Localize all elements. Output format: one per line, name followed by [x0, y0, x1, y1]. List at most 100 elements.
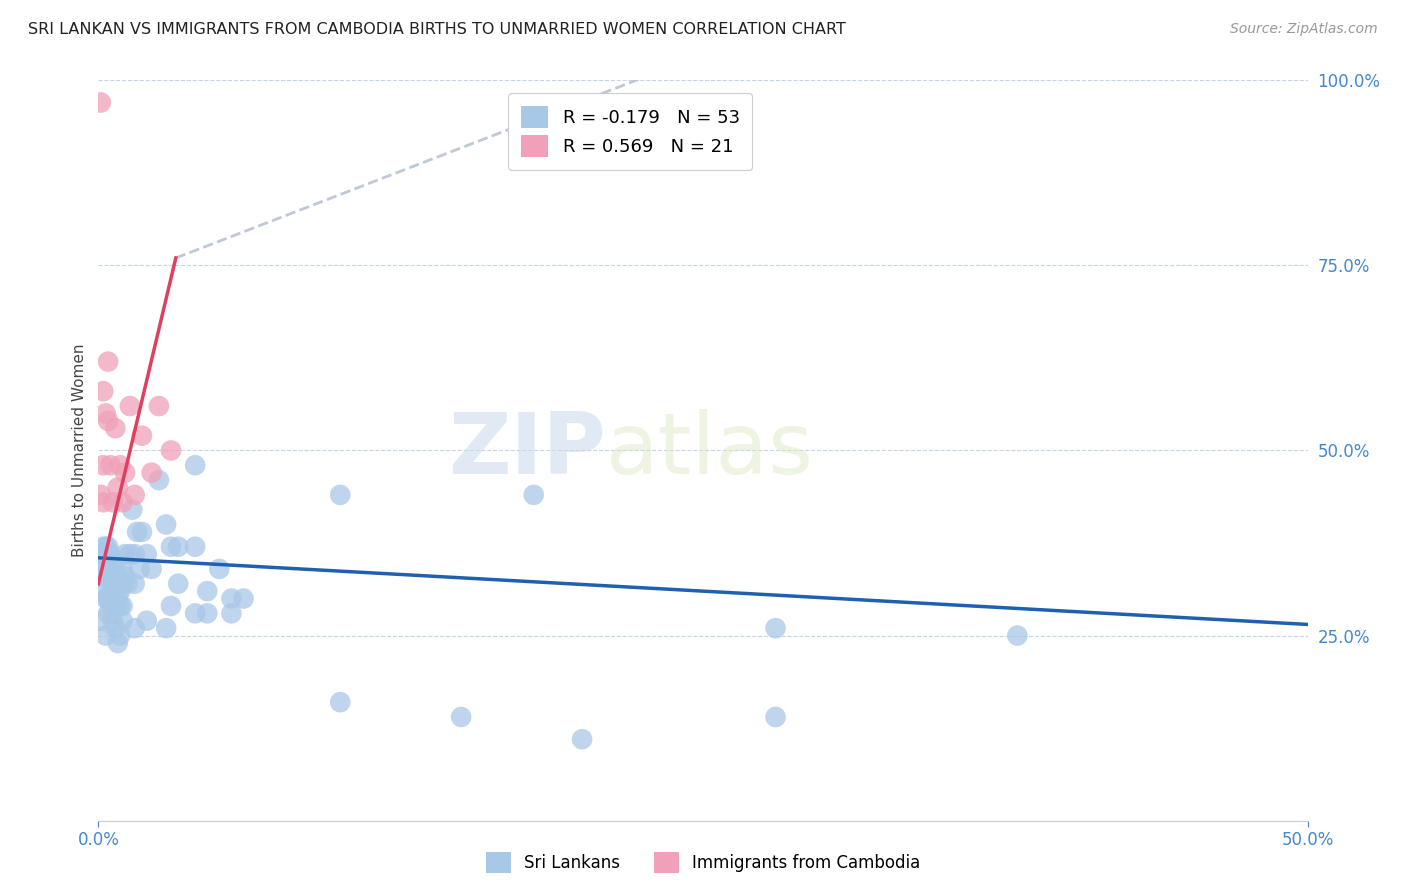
Text: atlas: atlas	[606, 409, 814, 492]
Point	[117, 576, 139, 591]
Point	[107, 569, 129, 583]
Point	[160, 443, 183, 458]
Point	[124, 621, 146, 635]
Point	[135, 614, 157, 628]
Point	[97, 354, 120, 368]
Point	[108, 458, 131, 473]
Legend: Sri Lankans, Immigrants from Cambodia: Sri Lankans, Immigrants from Cambodia	[479, 846, 927, 880]
Point	[104, 555, 127, 569]
Point	[523, 488, 546, 502]
Point	[90, 569, 112, 583]
Point	[160, 599, 183, 613]
Point	[127, 524, 149, 539]
Point	[108, 584, 131, 599]
Point	[90, 95, 112, 110]
Point	[107, 636, 129, 650]
Point	[94, 591, 117, 606]
Point	[91, 562, 114, 576]
Point	[184, 607, 207, 621]
Point	[765, 621, 787, 635]
Text: Source: ZipAtlas.com: Source: ZipAtlas.com	[1230, 22, 1378, 37]
Point	[111, 614, 134, 628]
Point	[101, 495, 124, 509]
Point	[160, 540, 183, 554]
Point	[97, 540, 120, 554]
Point	[100, 547, 122, 561]
Point	[90, 614, 112, 628]
Point	[208, 562, 231, 576]
Point	[131, 524, 153, 539]
Point	[91, 584, 114, 599]
Point	[94, 407, 117, 421]
Point	[101, 614, 124, 628]
Point	[135, 547, 157, 561]
Point	[104, 621, 127, 635]
Point	[100, 576, 122, 591]
Point	[141, 562, 163, 576]
Point	[90, 488, 112, 502]
Point	[571, 732, 593, 747]
Point	[184, 458, 207, 473]
Point	[184, 540, 207, 554]
Point	[155, 517, 177, 532]
Point	[100, 599, 122, 613]
Text: ZIP: ZIP	[449, 409, 606, 492]
Point	[107, 480, 129, 494]
Point	[90, 547, 112, 561]
Point	[765, 710, 787, 724]
Point	[108, 599, 131, 613]
Point	[108, 628, 131, 642]
Point	[104, 599, 127, 613]
Point	[101, 555, 124, 569]
Point	[167, 576, 190, 591]
Point	[124, 488, 146, 502]
Point	[148, 399, 170, 413]
Point	[91, 384, 114, 399]
Point	[97, 414, 120, 428]
Point	[329, 488, 352, 502]
Point	[232, 591, 254, 606]
Point	[94, 555, 117, 569]
Point	[148, 473, 170, 487]
Y-axis label: Births to Unmarried Women: Births to Unmarried Women	[72, 343, 87, 558]
Text: SRI LANKAN VS IMMIGRANTS FROM CAMBODIA BIRTHS TO UNMARRIED WOMEN CORRELATION CHA: SRI LANKAN VS IMMIGRANTS FROM CAMBODIA B…	[28, 22, 846, 37]
Point	[111, 599, 134, 613]
Point	[91, 458, 114, 473]
Point	[141, 466, 163, 480]
Point	[97, 607, 120, 621]
Point	[111, 562, 134, 576]
Point	[121, 502, 143, 516]
Point	[104, 569, 127, 583]
Point	[124, 547, 146, 561]
Point	[155, 621, 177, 635]
Point	[94, 540, 117, 554]
Point	[167, 540, 190, 554]
Point	[111, 576, 134, 591]
Point	[114, 547, 136, 561]
Point	[131, 428, 153, 442]
Point	[107, 591, 129, 606]
Point	[1007, 628, 1029, 642]
Point	[114, 569, 136, 583]
Point	[195, 584, 218, 599]
Point	[124, 576, 146, 591]
Point	[221, 591, 243, 606]
Point	[111, 495, 134, 509]
Point	[195, 607, 218, 621]
Point	[128, 562, 150, 576]
Point	[101, 584, 124, 599]
Point	[329, 695, 352, 709]
Point	[97, 591, 120, 606]
Point	[118, 547, 141, 561]
Point	[118, 399, 141, 413]
Point	[97, 569, 120, 583]
Point	[94, 569, 117, 583]
Point	[91, 540, 114, 554]
Point	[450, 710, 472, 724]
Point	[91, 495, 114, 509]
Point	[100, 458, 122, 473]
Point	[104, 421, 127, 435]
Point	[221, 607, 243, 621]
Legend: R = -0.179   N = 53, R = 0.569   N = 21: R = -0.179 N = 53, R = 0.569 N = 21	[509, 93, 752, 169]
Point	[114, 466, 136, 480]
